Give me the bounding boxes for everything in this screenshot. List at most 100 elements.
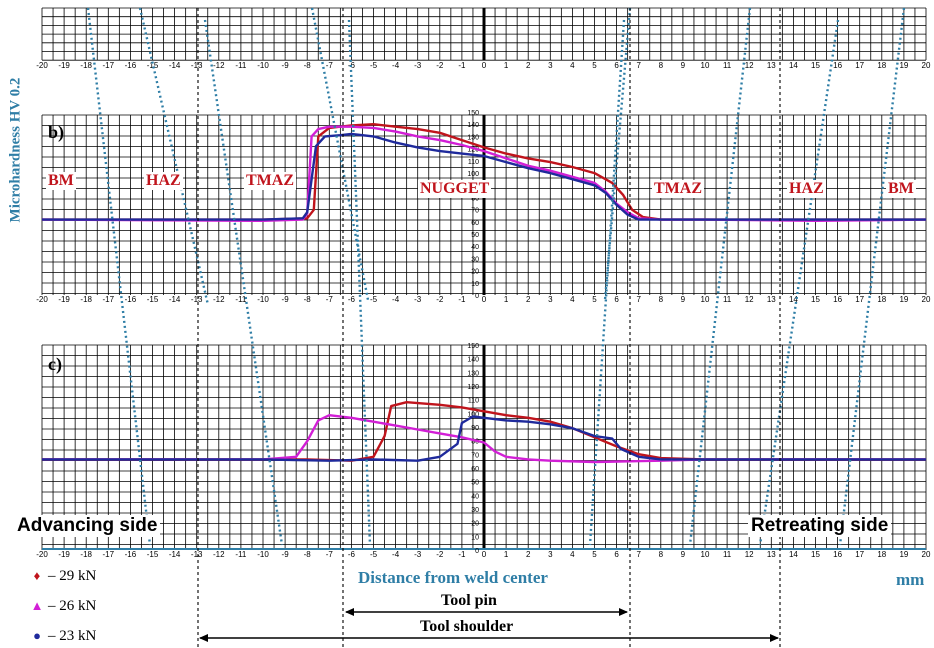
dotted-guide-line [138,7,210,306]
x-tick-label: -5 [370,550,378,559]
x-tick-label: -14 [169,550,181,559]
y-tick-label: 110 [468,398,479,405]
x-tick-label: -18 [80,61,92,70]
y-tick-label: 30 [471,256,479,263]
x-tick-label: 0 [482,295,487,304]
x-tick-label: 20 [922,295,931,304]
zone-label-tmaz-right: TMAZ [652,180,704,198]
x-tick-label: -10 [257,61,269,70]
tool-pin-label: Tool pin [441,592,497,609]
x-tick-label: -13 [191,550,203,559]
x-tick-label: 1 [504,61,509,70]
x-tick-label: -7 [326,295,334,304]
x-tick-label: -16 [125,295,137,304]
x-tick-label: 2 [526,295,531,304]
x-tick-label: -11 [235,61,247,70]
dotted-guide-line [758,19,840,546]
panel-c-label: c) [48,354,62,374]
x-tick-label: -5 [370,295,378,304]
y-tick-label: 120 [467,147,479,154]
x-tick-label: -15 [147,61,159,70]
y-tick-label: 30 [471,507,479,514]
x-tick-label: 15 [811,550,820,559]
x-tick-label: 5 [592,550,597,559]
panel-b-label: b) [48,122,65,142]
x-tick-label: 17 [855,61,864,70]
y-tick-label: 70 [471,208,479,215]
x-tick-label: -4 [392,550,400,559]
zone-label-haz-right: HAZ [787,180,826,198]
x-tick-label: -3 [414,550,422,559]
x-tick-label: 5 [592,61,597,70]
x-tick-label: 14 [789,295,798,304]
x-tick-label: 8 [659,61,664,70]
dotted-guide-line [838,7,906,546]
x-tick-label: 2 [526,61,531,70]
y-tick-label: 20 [471,269,479,276]
x-tick-label: -17 [103,550,115,559]
x-tick-label: 11 [723,61,732,70]
zone-label-bm-right: BM [886,180,916,198]
x-tick-label: 12 [745,295,754,304]
x-tick-label: 17 [855,295,864,304]
x-tick-label: 3 [548,295,553,304]
y-tick-label: 150 [467,110,479,117]
x-tick-label: -8 [304,61,312,70]
dotted-guide-line [347,19,372,546]
y-tick-label: 140 [467,357,479,364]
zone-label-nugget: NUGGET [418,180,492,198]
legend-item-26kn: ▲ – 26 kN [30,596,97,616]
x-tick-label: 7 [636,550,641,559]
x-tick-label: 19 [899,61,908,70]
x-tick-label: -4 [392,295,400,304]
x-tick-label: 4 [570,61,575,70]
x-tick-label: -9 [282,61,290,70]
dotted-guide-line [603,7,632,301]
x-tick-label: 11 [723,550,732,559]
x-tick-label: -16 [125,550,137,559]
y-tick-label: 70 [471,452,479,459]
legend-marker-circle: ● [33,628,41,643]
series-line-23kn [42,415,926,462]
x-tick-label: -8 [304,295,312,304]
x-tick-label: -1 [458,550,466,559]
y-tick-label: 10 [471,281,479,288]
x-tick-label: 6 [614,295,619,304]
x-tick-label: 13 [767,295,776,304]
x-tick-label: 7 [636,295,641,304]
retreating-side-label: Retreating side [748,515,892,537]
x-tick-label: -20 [36,61,48,70]
zone-label-haz-left: HAZ [144,172,183,190]
y-tick-label: 130 [467,370,479,377]
y-tick-label: 40 [471,244,479,251]
x-tick-label: -3 [414,295,422,304]
x-tick-label: 10 [701,550,710,559]
y-tick-label: 40 [471,493,479,500]
x-tick-label: -15 [147,550,159,559]
series-line-26kn [41,125,927,223]
y-tick-label: 150 [467,343,479,350]
x-tick-label: -18 [80,550,92,559]
x-tick-label: -19 [58,61,70,70]
x-tick-label: 15 [811,295,820,304]
x-tick-label: -14 [169,61,181,70]
y-tick-label: 50 [471,480,479,487]
x-tick-label: 12 [745,61,754,70]
dotted-guide-line [203,19,284,546]
x-tick-label: 13 [767,61,776,70]
x-tick-label: 0 [482,61,487,70]
x-tick-label: 6 [614,61,619,70]
y-axis-title: Microhardness HV 0.2 [7,77,24,223]
zone-label-tmaz-left: TMAZ [244,172,296,190]
y-tick-label: 90 [471,425,479,432]
x-tick-label: -19 [58,550,70,559]
x-axis-unit: mm [896,570,925,589]
legend-marker-triangle: ▲ [30,598,44,613]
x-tick-label: 4 [570,295,575,304]
x-tick-label: -11 [235,295,247,304]
advancing-side-label: Advancing side [14,515,161,537]
legend-item-29kn: ♦ – 29 kN [30,566,97,586]
x-tick-label: -14 [169,295,181,304]
arrow-head-left [199,634,208,642]
x-tick-label: 19 [899,550,908,559]
